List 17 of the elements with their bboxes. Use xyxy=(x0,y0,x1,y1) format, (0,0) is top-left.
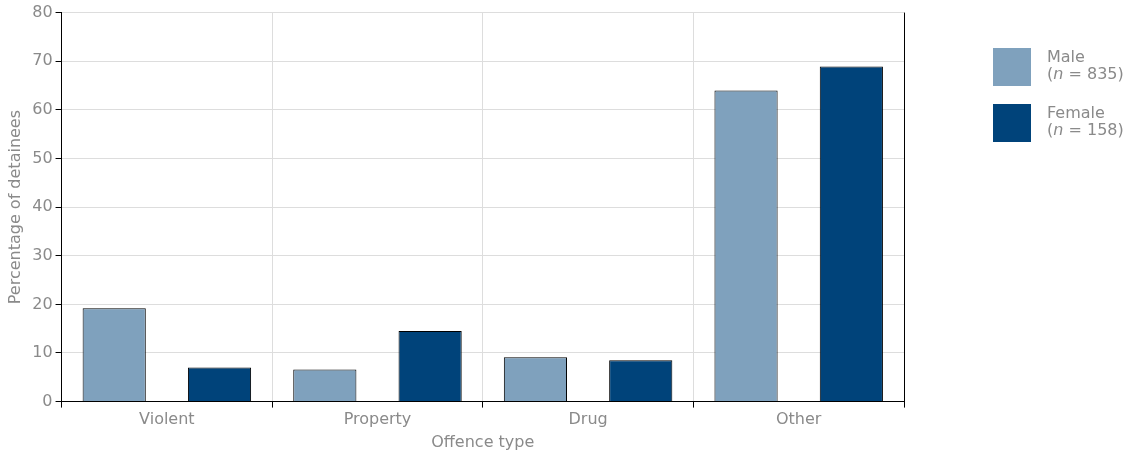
y-tick-label: 30 xyxy=(32,244,53,264)
y-tick-label: 0 xyxy=(42,390,53,410)
legend-label: Male (n = 835) xyxy=(1047,47,1124,83)
y-tick-label: 40 xyxy=(32,196,53,216)
y-tick-label: 10 xyxy=(32,342,53,362)
x-tick-label: Other xyxy=(775,409,822,429)
x-axis-title: Offence type xyxy=(431,431,535,451)
x-tick-label: Drug xyxy=(568,409,608,429)
y-tick-label: 20 xyxy=(32,293,53,313)
x-tick-label: Violent xyxy=(139,409,195,429)
y-axis-title: Percentage of detainees xyxy=(4,109,24,305)
x-tick-label: Property xyxy=(343,409,412,429)
y-tick-label: 70 xyxy=(32,50,53,70)
y-tick-label: 80 xyxy=(32,1,53,21)
y-tick-label: 60 xyxy=(32,99,53,119)
legend-label: Female (n = 158) xyxy=(1047,103,1124,139)
y-tick-label: 50 xyxy=(32,147,53,167)
